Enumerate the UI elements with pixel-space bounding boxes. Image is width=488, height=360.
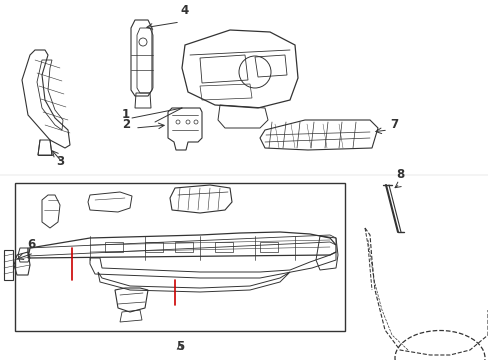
Text: 5: 5 [176,340,184,353]
Text: 6: 6 [27,238,35,251]
Bar [145,242,163,252]
Bar [215,242,232,252]
Bar [15,183,345,331]
Text: 3: 3 [56,155,64,168]
Text: 4: 4 [181,4,189,17]
Bar [175,242,193,252]
Text: 1: 1 [122,108,130,121]
Bar [260,242,278,252]
Polygon shape [28,232,335,258]
Text: 7: 7 [389,118,397,131]
Bar [105,242,123,252]
Text: 8: 8 [395,168,403,181]
Text: 2: 2 [122,118,130,131]
